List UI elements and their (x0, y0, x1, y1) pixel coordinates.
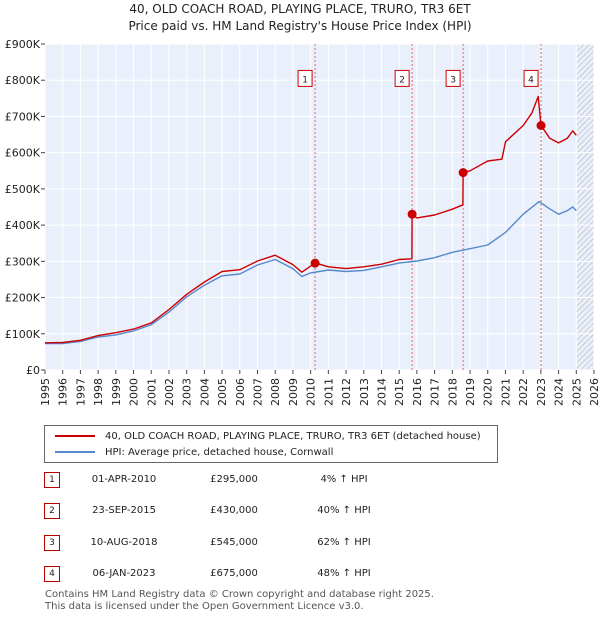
y-tick-label: £100K (5, 328, 41, 341)
footer-copyright: Contains HM Land Registry data © Crown c… (45, 589, 434, 600)
price-chart: 1 2 3 4 £0 £100K £200K £300K £400K £500K £600K £700… (5, 38, 600, 406)
sale-price: £430,000 (210, 505, 258, 516)
x-tick-label: 1998 (92, 378, 105, 406)
x-tick-label: 2021 (499, 378, 512, 406)
sale-date: 23-SEP-2015 (92, 505, 156, 516)
sale-point (458, 168, 468, 178)
x-tick-label: 2001 (145, 378, 158, 406)
sale-hpi-change: 40% ↑ HPI (317, 505, 371, 516)
sale-point (536, 121, 546, 130)
x-tick-label: 1995 (39, 378, 52, 406)
sale-number-badge: 3 (44, 535, 60, 551)
sale-number-badge: 1 (44, 472, 60, 488)
sale-price: £295,000 (210, 474, 258, 485)
x-tick-label: 2016 (411, 378, 424, 406)
x-tick-label: 2025 (570, 378, 583, 406)
legend-swatch-property (55, 435, 95, 437)
hpi-line (45, 200, 577, 345)
y-tick-label: £900K (5, 38, 41, 51)
x-tick-label: 2010 (305, 378, 318, 406)
y-tick-label: £600K (5, 147, 41, 160)
chart-title: 40, OLD COACH ROAD, PLAYING PLACE, TRURO… (129, 2, 471, 16)
legend: 40, OLD COACH ROAD, PLAYING PLACE, TRURO… (44, 425, 498, 463)
x-tick-label: 2024 (553, 378, 566, 406)
x-tick-label: 2023 (535, 378, 548, 406)
x-tick-label: 2019 (464, 378, 477, 406)
y-tick-label: £500K (5, 183, 41, 196)
sale-hpi-change: 48% ↑ HPI (317, 568, 371, 579)
legend-label-hpi: HPI: Average price, detached house, Corn… (105, 446, 334, 458)
sale-date: 06-JAN-2023 (92, 568, 156, 579)
sale-number-badge: 2 (44, 503, 60, 519)
sale-marker-box (297, 69, 313, 87)
x-tick-label: 2003 (181, 378, 194, 406)
sale-row: 4 06-JAN-2023 £675,000 48% ↑ HPI (44, 566, 464, 586)
sale-marker-label: 1 (297, 69, 313, 87)
x-tick-label: 2006 (234, 378, 247, 406)
sale-marker-box (394, 69, 410, 87)
x-tick-label: 2002 (163, 378, 176, 406)
sale-hpi-change: 4% ↑ HPI (320, 474, 368, 485)
y-tick-label: £200K (5, 292, 41, 305)
sale-hpi-change: 62% ↑ HPI (317, 537, 371, 548)
sale-marker-label: 3 (445, 69, 461, 87)
y-tick-label: £400K (5, 219, 41, 232)
sale-marker-box (523, 69, 539, 87)
x-tick-label: 2008 (269, 378, 282, 406)
sale-row: 3 10-AUG-2018 £545,000 62% ↑ HPI (44, 535, 464, 555)
x-tick-label: 2013 (358, 378, 371, 406)
x-tick-label: 2011 (322, 378, 335, 406)
legend-entry-hpi: HPI: Average price, detached house, Corn… (55, 445, 333, 459)
y-tick-label: £300K (5, 255, 41, 268)
x-tick-label: 2004 (198, 378, 211, 406)
sale-marker-number: 2 (399, 75, 405, 85)
legend-swatch-hpi (55, 451, 95, 453)
sale-marker-label: 2 (394, 69, 410, 87)
sale-point (310, 258, 320, 268)
sale-marker-number: 4 (528, 75, 534, 85)
footer-licence: This data is licensed under the Open Gov… (45, 601, 364, 612)
sale-row: 1 01-APR-2010 £295,000 4% ↑ HPI (44, 472, 464, 492)
x-tick-label: 2026 (588, 378, 600, 406)
sale-price: £675,000 (210, 568, 258, 579)
sale-marker-box (445, 69, 461, 87)
sale-date: 01-APR-2010 (91, 474, 157, 485)
legend-label-property: 40, OLD COACH ROAD, PLAYING PLACE, TRURO… (105, 430, 481, 442)
y-tick-label: £700K (5, 110, 41, 123)
x-tick-label: 2018 (446, 378, 459, 406)
x-tick-label: 1997 (74, 378, 87, 406)
x-tick-label: 1999 (110, 378, 123, 406)
legend-entry-property: 40, OLD COACH ROAD, PLAYING PLACE, TRURO… (55, 429, 481, 443)
property-price-line (44, 95, 577, 344)
sale-marker-label: 4 (523, 69, 539, 87)
x-tick-label: 2017 (429, 378, 442, 406)
sale-price: £545,000 (210, 537, 258, 548)
x-tick-label: 2022 (517, 378, 530, 406)
sale-point (407, 209, 417, 219)
footer: Contains HM Land Registry data © Crown c… (45, 589, 434, 613)
sale-date: 10-AUG-2018 (90, 537, 158, 548)
x-tick-label: 2007 (252, 378, 265, 406)
x-tick-label: 2000 (128, 378, 141, 406)
x-tick-label: 2005 (216, 378, 229, 406)
sale-marker-number: 3 (450, 75, 456, 85)
x-tick-label: 2012 (340, 378, 353, 406)
x-tick-label: 2014 (375, 378, 388, 406)
sale-number-badge: 4 (44, 566, 60, 582)
y-tick-label: £0 (26, 364, 40, 377)
sale-row: 2 23-SEP-2015 £430,000 40% ↑ HPI (44, 503, 464, 523)
projection-area (576, 44, 594, 370)
plot-background (45, 44, 594, 370)
chart-subtitle: Price paid vs. HM Land Registry's House … (128, 19, 472, 33)
x-tick-label: 2015 (393, 378, 406, 406)
x-tick-label: 2009 (287, 378, 300, 406)
x-tick-label: 1996 (57, 378, 70, 406)
y-tick-label: £800K (5, 74, 41, 87)
x-tick-label: 2020 (482, 378, 495, 406)
sale-marker-number: 1 (302, 75, 308, 85)
